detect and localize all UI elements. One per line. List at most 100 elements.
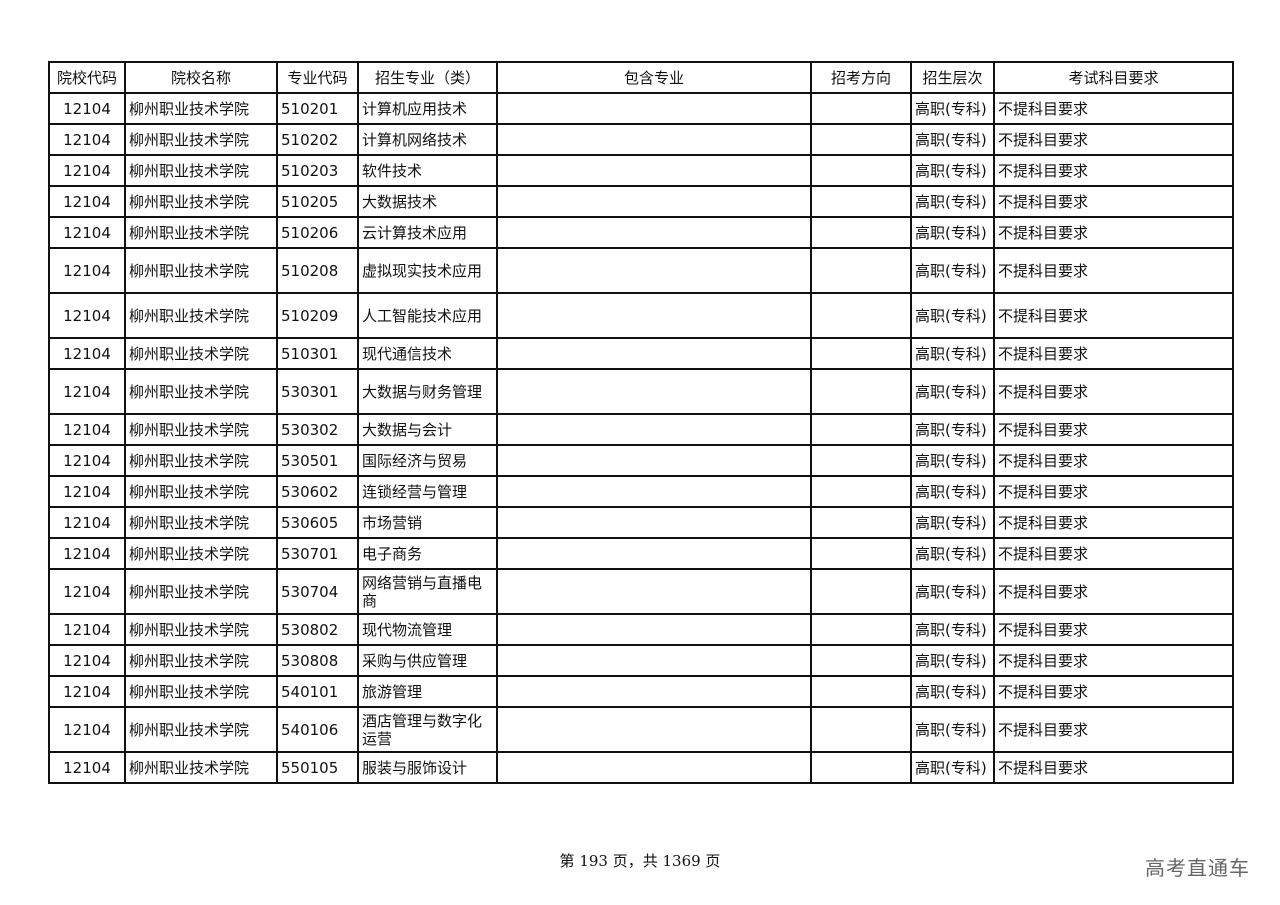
direction-cell [810,675,912,708]
level-cell: 高职(专科) [910,123,995,156]
major-cell: 计算机应用技术 [357,92,498,125]
level-cell: 高职(专科) [910,644,995,677]
school-code-cell: 12104 [48,413,126,446]
major-cell: 国际经济与贸易 [357,444,498,477]
level-cell: 高职(专科) [910,337,995,370]
included-cell [496,613,812,646]
major-cell: 大数据与财务管理 [357,368,498,415]
level-cell: 高职(专科) [910,413,995,446]
major-cell: 采购与供应管理 [357,644,498,677]
major-code-cell: 510201 [276,92,359,125]
requirement-cell: 不提科目要求 [993,506,1234,539]
level-cell: 高职(专科) [910,506,995,539]
major-code-cell: 510206 [276,216,359,249]
major-cell: 酒店管理与数字化运营 [357,706,498,753]
school-name-cell: 柳州职业技术学院 [124,613,278,646]
included-cell [496,154,812,187]
school-code-cell: 12104 [48,247,126,294]
school-code-cell: 12104 [48,292,126,339]
requirement-cell: 不提科目要求 [993,123,1234,156]
header-cell: 专业代码 [276,61,359,94]
level-cell: 高职(专科) [910,706,995,753]
major-cell: 虚拟现实技术应用 [357,247,498,294]
table-row: 12104 柳州职业技术学院 510202 计算机网络技术 高职(专科) 不提科目要求 [48,123,1234,156]
direction-cell [810,216,912,249]
requirement-cell: 不提科目要求 [993,613,1234,646]
requirement-cell: 不提科目要求 [993,675,1234,708]
table-row: 12104 柳州职业技术学院 550105 服装与服饰设计 高职(专科) 不提科目要求 [48,751,1234,784]
requirement-cell: 不提科目要求 [993,154,1234,187]
direction-cell [810,751,912,784]
major-code-cell: 550105 [276,751,359,784]
school-name-cell: 柳州职业技术学院 [124,475,278,508]
major-cell: 市场营销 [357,506,498,539]
major-code-cell: 530602 [276,475,359,508]
direction-cell [810,368,912,415]
table-row: 12104 柳州职业技术学院 530808 采购与供应管理 高职(专科) 不提科目要求 [48,644,1234,677]
major-code-cell: 510208 [276,247,359,294]
school-name-cell: 柳州职业技术学院 [124,537,278,570]
school-name-cell: 柳州职业技术学院 [124,92,278,125]
school-code-cell: 12104 [48,337,126,370]
major-cell: 软件技术 [357,154,498,187]
school-code-cell: 12104 [48,368,126,415]
direction-cell [810,92,912,125]
school-code-cell: 12104 [48,216,126,249]
header-cell: 包含专业 [496,61,812,94]
school-name-cell: 柳州职业技术学院 [124,413,278,446]
major-code-cell: 510205 [276,185,359,218]
requirement-cell: 不提科目要求 [993,337,1234,370]
major-cell: 大数据技术 [357,185,498,218]
table-row: 12104 柳州职业技术学院 530302 大数据与会计 高职(专科) 不提科目要求 [48,413,1234,446]
major-cell: 服装与服饰设计 [357,751,498,784]
school-name-cell: 柳州职业技术学院 [124,751,278,784]
school-name-cell: 柳州职业技术学院 [124,368,278,415]
school-name-cell: 柳州职业技术学院 [124,675,278,708]
table-row: 12104 柳州职业技术学院 510208 虚拟现实技术应用 高职(专科) 不提科目要求 [48,247,1234,294]
table-row: 12104 柳州职业技术学院 510205 大数据技术 高职(专科) 不提科目要求 [48,185,1234,218]
table-row: 12104 柳州职业技术学院 540106 酒店管理与数字化运营 高职(专科) 不提科目要… [48,706,1234,753]
requirement-cell: 不提科目要求 [993,706,1234,753]
table-row: 12104 柳州职业技术学院 510203 软件技术 高职(专科) 不提科目要求 [48,154,1234,187]
school-name-cell: 柳州职业技术学院 [124,337,278,370]
school-name-cell: 柳州职业技术学院 [124,185,278,218]
direction-cell [810,568,912,615]
included-cell [496,506,812,539]
school-code-cell: 12104 [48,675,126,708]
school-code-cell: 12104 [48,92,126,125]
table-row: 12104 柳州职业技术学院 530802 现代物流管理 高职(专科) 不提科目要求 [48,613,1234,646]
major-cell: 云计算技术应用 [357,216,498,249]
level-cell: 高职(专科) [910,537,995,570]
included-cell [496,706,812,753]
direction-cell [810,154,912,187]
school-name-cell: 柳州职业技术学院 [124,568,278,615]
major-code-cell: 530605 [276,506,359,539]
major-cell: 旅游管理 [357,675,498,708]
included-cell [496,444,812,477]
major-code-cell: 530501 [276,444,359,477]
school-code-cell: 12104 [48,123,126,156]
major-code-cell: 530701 [276,537,359,570]
school-code-cell: 12104 [48,185,126,218]
page-number: 第 193 页，共 1369 页 [559,852,721,870]
requirement-cell: 不提科目要求 [993,475,1234,508]
included-cell [496,475,812,508]
table-row: 12104 柳州职业技术学院 540101 旅游管理 高职(专科) 不提科目要求 [48,675,1234,708]
school-code-cell: 12104 [48,751,126,784]
school-name-cell: 柳州职业技术学院 [124,292,278,339]
level-cell: 高职(专科) [910,368,995,415]
table-row: 12104 柳州职业技术学院 510301 现代通信技术 高职(专科) 不提科目要求 [48,337,1234,370]
direction-cell [810,506,912,539]
major-cell: 网络营销与直播电商 [357,568,498,615]
header-cell: 招生层次 [910,61,995,94]
level-cell: 高职(专科) [910,568,995,615]
direction-cell [810,644,912,677]
major-code-cell: 540101 [276,675,359,708]
requirement-cell: 不提科目要求 [993,537,1234,570]
major-code-cell: 540106 [276,706,359,753]
school-name-cell: 柳州职业技术学院 [124,123,278,156]
requirement-cell: 不提科目要求 [993,247,1234,294]
included-cell [496,675,812,708]
header-cell: 招生专业（类） [357,61,498,94]
school-name-cell: 柳州职业技术学院 [124,444,278,477]
